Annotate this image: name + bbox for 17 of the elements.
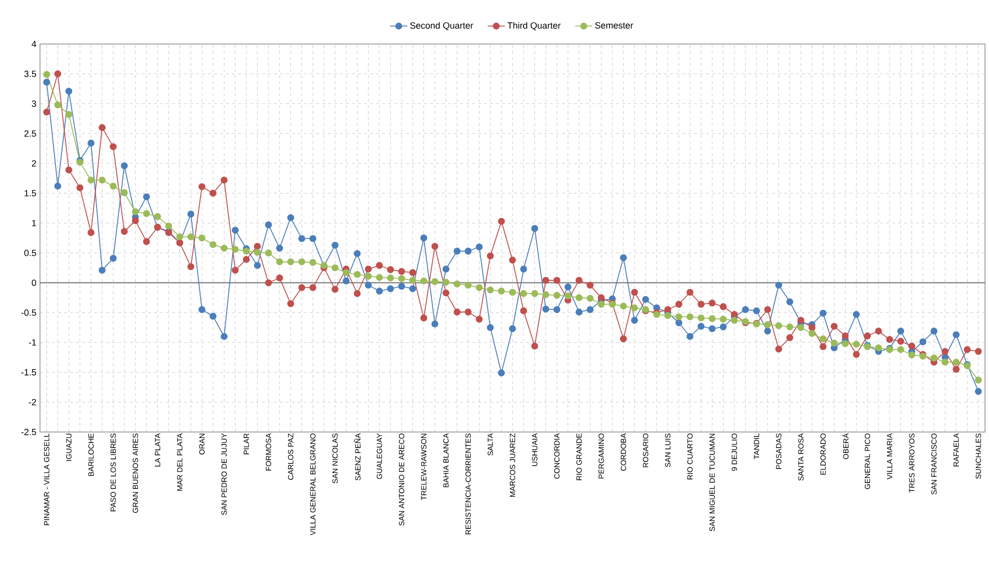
y-tick-label: 4	[32, 40, 36, 48]
y-tick-label: 2.5	[24, 130, 36, 137]
y-tick-label: 0.5	[24, 250, 36, 256]
y-tick-label: -2.5	[21, 428, 36, 436]
y-tick-label: -2	[28, 398, 36, 406]
legend-label: Third Quarter	[507, 22, 561, 30]
y-tick-label: 3.5	[24, 70, 36, 78]
y-tick-label: -1.5	[21, 369, 36, 376]
y-tick-label: 0	[32, 280, 36, 286]
legend-label: Second Quarter	[410, 22, 474, 30]
y-tick-label: 2	[32, 160, 36, 167]
y-tick-label: -0.5	[21, 309, 36, 316]
y-tick-label: 1	[32, 220, 36, 226]
y-tick-label: 3	[32, 100, 36, 107]
y-tick-label: 1.5	[24, 190, 36, 196]
y-tick-label: -1	[28, 339, 36, 346]
legend-label: Semester	[595, 22, 634, 29]
